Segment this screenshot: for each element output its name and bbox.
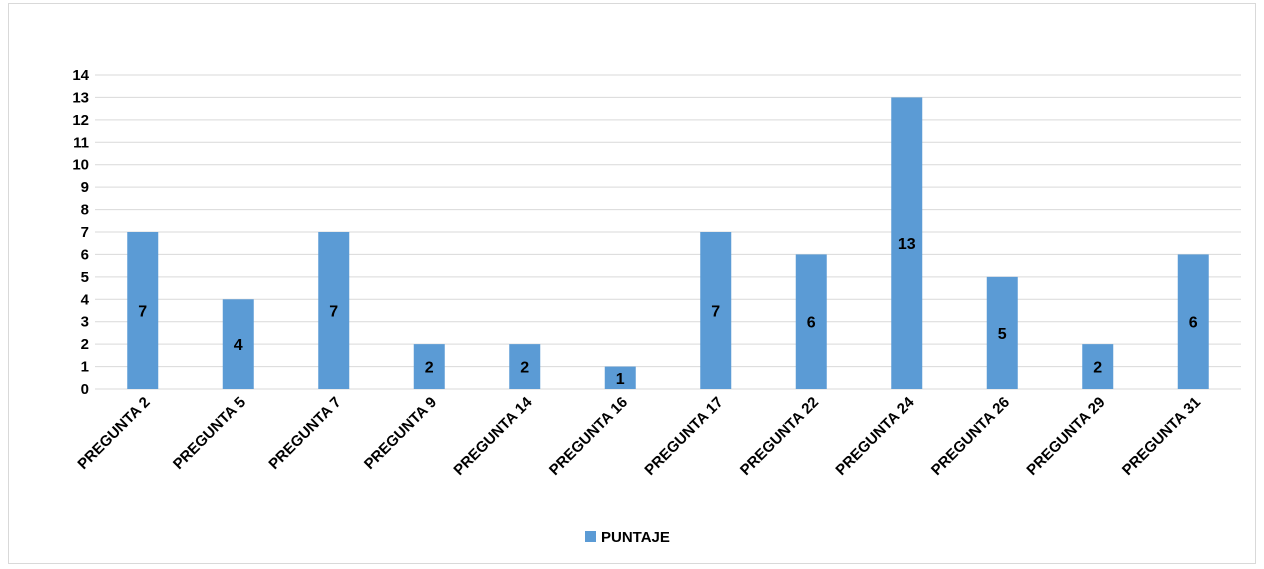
x-category-label: PREGUNTA 9 [361,394,440,473]
bars [127,97,1209,389]
data-label: 5 [998,326,1007,343]
bar-pregunta-16 [604,366,636,389]
legend: PUNTAJE [585,529,670,546]
bar-pregunta-2 [127,232,159,389]
x-category-label: PREGUNTA 17 [641,394,726,479]
y-tick-label: 10 [72,157,89,174]
y-tick-label: 3 [81,314,89,331]
data-label: 7 [138,304,147,321]
bar-pregunta-24 [891,97,923,389]
y-tick-label: 13 [72,89,89,106]
x-category-label: PREGUNTA 26 [928,394,1013,479]
y-tick-label: 0 [81,381,89,398]
x-axis-categories: PREGUNTA 2 PREGUNTA 5 PREGUNTA 7 PREGUNTA 9… [74,393,1204,479]
gridlines [95,74,1241,390]
y-tick-label: 12 [72,112,89,129]
legend-swatch [585,531,596,542]
data-label: 6 [807,315,816,332]
data-label: 2 [520,360,529,377]
data-label: 1 [616,371,625,388]
y-tick-label: 8 [81,202,89,219]
bar-pregunta-7 [318,232,350,389]
x-category-label: PREGUNTA 5 [170,394,249,473]
y-tick-label: 9 [81,179,89,196]
y-tick-label: 6 [81,246,89,263]
bar-pregunta-26 [986,276,1018,389]
bar-pregunta-22 [795,254,827,389]
data-label: 4 [234,337,243,354]
data-label: 2 [1093,360,1102,377]
chart-container: 0 1 2 3 4 5 6 7 8 9 10 11 12 13 14 7 4 7 2 2 1 7 6 13 5 2 6 PREGU… [8,3,1256,564]
x-category-label: PREGUNTA 22 [737,394,822,479]
x-category-label: PREGUNTA 31 [1119,394,1204,479]
x-category-label: PREGUNTA 16 [546,394,631,479]
bar-pregunta-14 [509,344,541,389]
data-label: 7 [711,304,720,321]
bar-pregunta-5 [222,299,254,389]
x-category-label: PREGUNTA 2 [74,394,153,473]
data-label: 2 [425,360,434,377]
y-tick-label: 7 [81,224,89,241]
data-label: 6 [1189,315,1198,332]
y-tick-label: 4 [81,291,90,308]
y-tick-label: 5 [81,269,89,286]
x-category-label: PREGUNTA 7 [265,394,344,473]
y-tick-label: 11 [73,134,89,151]
bar-pregunta-9 [413,344,445,389]
legend-label-puntaje: PUNTAJE [601,529,670,546]
data-labels: 7 4 7 2 2 1 7 6 13 5 2 6 [138,236,1198,388]
y-tick-label: 1 [81,359,89,376]
y-tick-label: 2 [81,336,89,353]
data-label: 13 [898,236,916,253]
bar-pregunta-29 [1082,344,1114,389]
x-category-label: PREGUNTA 14 [450,393,536,479]
bar-pregunta-17 [700,232,732,389]
data-label: 7 [329,304,338,321]
y-tick-label: 14 [72,67,89,84]
bar-pregunta-31 [1177,254,1209,389]
x-category-label: PREGUNTA 29 [1023,394,1108,479]
x-category-label: PREGUNTA 24 [832,393,918,479]
